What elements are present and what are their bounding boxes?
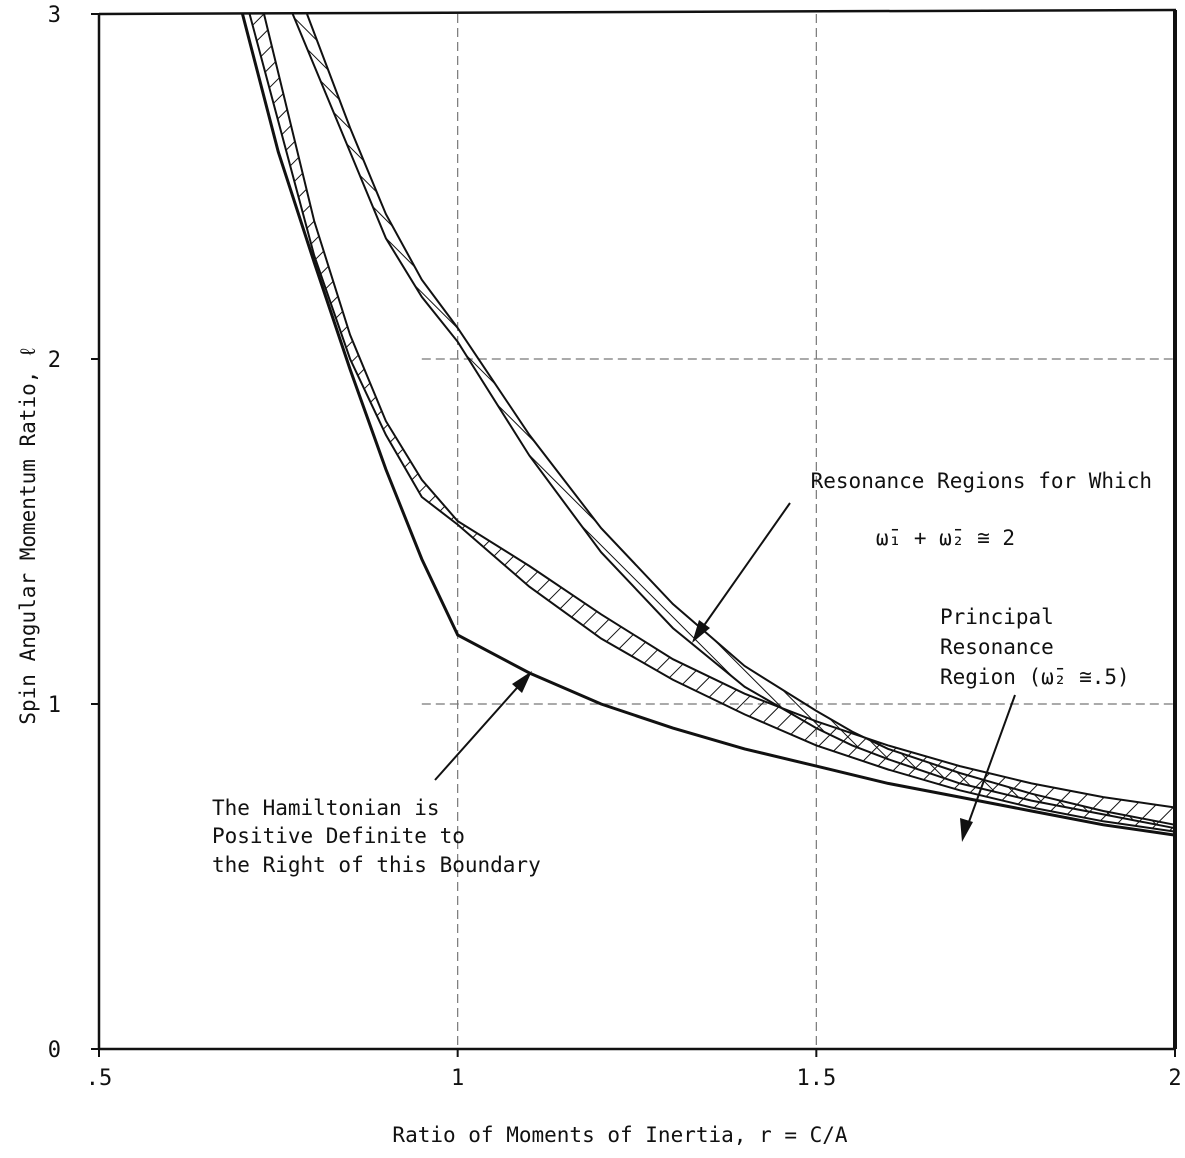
x-axis-label: Ratio of Moments of Inertia, r = C/A	[392, 1123, 848, 1147]
principal-resonance-band	[249, 14, 1176, 832]
hatched-regions	[249, 14, 1176, 832]
sum-resonance-band	[292, 14, 1175, 829]
principal-resonance-arrowhead	[960, 818, 973, 842]
sum-resonance-line-1: Resonance Regions for Which	[811, 469, 1152, 493]
x-tick-label-3: 2	[1168, 1066, 1181, 1091]
curve-sum-upper	[306, 13, 1176, 826]
hamiltonian-annotation: The Hamiltonian is Positive Definite to …	[212, 671, 541, 877]
hamiltonian-arrow	[434, 679, 525, 781]
sum-resonance-annotation: Resonance Regions for Which ω̄₁ + ω̄₂ ≅ …	[692, 469, 1152, 643]
y-tick-label-2: 2	[48, 348, 61, 373]
curve-principal-lower	[248, 13, 1176, 833]
hamiltonian-arrowhead	[512, 671, 532, 693]
hamiltonian-line-2: Positive Definite to	[212, 824, 465, 848]
y-axis-label: Spin Angular Momentum Ratio, ℓ	[16, 345, 40, 724]
plot-frame-top	[98, 8, 1177, 16]
principal-resonance-annotation: Principal Resonance Region (ω̄₂ ≅.5)	[940, 605, 1130, 842]
y-tick-label-0: 0	[48, 1038, 61, 1063]
hamiltonian-line-1: The Hamiltonian is	[212, 796, 440, 820]
curve-sum-lower	[291, 13, 1176, 830]
x-tick-label-2: 1.5	[796, 1066, 836, 1091]
sum-resonance-line-2: ω̄₁ + ω̄₂ ≅ 2	[876, 526, 1015, 550]
y-tick-label-3: 3	[48, 3, 61, 28]
principal-resonance-arrow	[965, 694, 1016, 831]
axis-ticks: .5 1 1.5 2 0 1 2 3	[48, 3, 1182, 1091]
curve-hamiltonian-boundary	[241, 13, 1176, 837]
principal-line-1: Principal	[940, 605, 1054, 629]
y-tick-label-1: 1	[48, 693, 61, 718]
principal-line-2: Resonance	[940, 635, 1054, 659]
x-tick-label-1: 1	[451, 1066, 464, 1091]
x-tick-label-0: .5	[86, 1066, 113, 1091]
curve-principal-upper	[263, 13, 1176, 809]
sum-resonance-arrow	[697, 502, 791, 635]
curves	[241, 13, 1176, 837]
principal-line-3: Region (ω̄₂ ≅.5)	[940, 665, 1130, 689]
sum-resonance-arrowhead	[692, 620, 710, 643]
hamiltonian-line-3: the Right of this Boundary	[212, 853, 541, 877]
grid-lines	[421, 14, 1175, 1049]
